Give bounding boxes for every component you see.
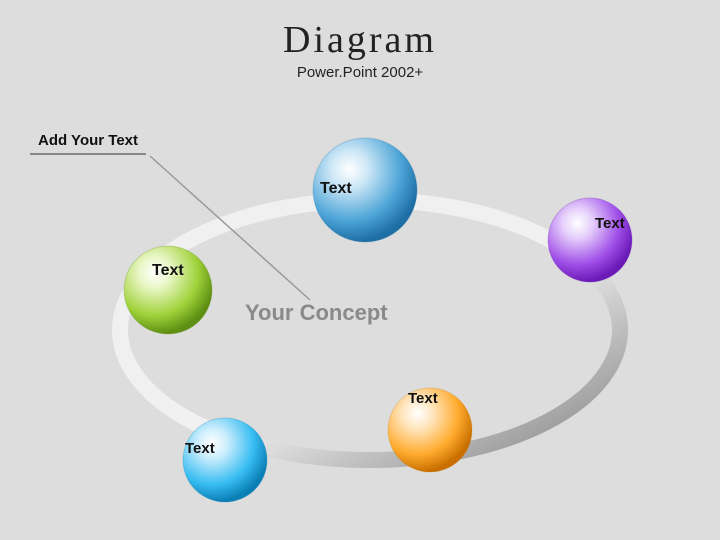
node-right — [548, 198, 632, 282]
center-concept-label: Your Concept — [245, 300, 388, 326]
diagram-svg — [0, 0, 720, 540]
diagram-title: Diagram — [0, 18, 720, 62]
node-label-bottom-left: Text — [185, 440, 215, 457]
node-bottom-left — [183, 418, 267, 502]
orbit-ring — [120, 200, 620, 460]
node-label-top: Text — [320, 180, 352, 198]
diagram-stage: Diagram Power.Point 2002+ Add Your Text … — [0, 0, 720, 540]
callout-box: Add Your Text — [30, 130, 146, 155]
node-label-left: Text — [152, 262, 184, 280]
node-label-right: Text — [595, 215, 625, 232]
node-label-bottom-center: Text — [408, 390, 438, 407]
node-left — [124, 246, 212, 334]
diagram-subtitle: Power.Point 2002+ — [0, 64, 720, 81]
